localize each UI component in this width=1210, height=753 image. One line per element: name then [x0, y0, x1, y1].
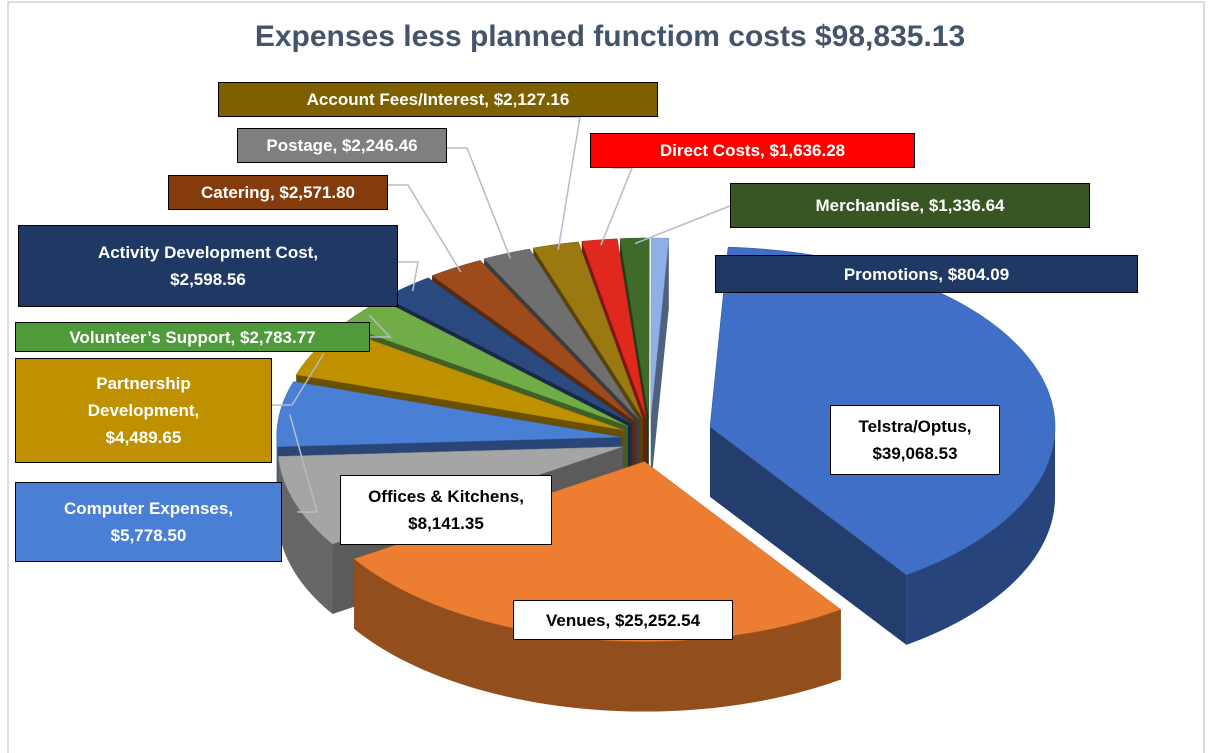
leader-line [368, 314, 392, 338]
data-label: Promotions, $804.09 [715, 255, 1138, 293]
slice [276, 381, 622, 448]
data-label: Activity Development Cost, $2,598.56 [18, 225, 398, 307]
leader-line [600, 167, 634, 246]
slice-wall [354, 558, 841, 712]
leader-line [272, 352, 325, 406]
frame [7, 1, 1205, 753]
data-label: Direct Costs, $1,636.28 [590, 133, 915, 168]
slice [431, 260, 636, 422]
data-label: Postage, $2,246.46 [237, 128, 447, 163]
leader-line [388, 184, 462, 273]
data-label: Account Fees/Interest, $2,127.16 [218, 82, 658, 117]
leader-line [557, 116, 581, 250]
slice-wall [906, 426, 1056, 645]
data-label: Computer Expenses, $5,778.50 [15, 482, 282, 562]
leader-line [289, 414, 318, 513]
slice [483, 248, 640, 420]
chart-title: Expenses less planned functiom costs $98… [255, 20, 965, 53]
data-label: Venues, $25,252.54 [513, 600, 733, 640]
leader-line [398, 261, 419, 292]
slice-side [650, 238, 669, 489]
data-label: Merchandise, $1,336.64 [730, 183, 1090, 228]
slice-wall [278, 456, 333, 615]
slice [650, 237, 670, 419]
data-label: Catering, $2,571.80 [168, 175, 388, 210]
data-label: Offices & Kitchens, $8,141.35 [340, 475, 552, 545]
leader-line [447, 147, 512, 259]
slice [532, 241, 644, 419]
slice-side [710, 426, 907, 645]
data-label: Volunteer’s Support, $2,783.77 [15, 322, 370, 352]
data-label: Partnership Development, $4,489.65 [15, 358, 272, 463]
data-label: Telstra/Optus, $39,068.53 [830, 405, 1000, 475]
slice [581, 238, 647, 419]
